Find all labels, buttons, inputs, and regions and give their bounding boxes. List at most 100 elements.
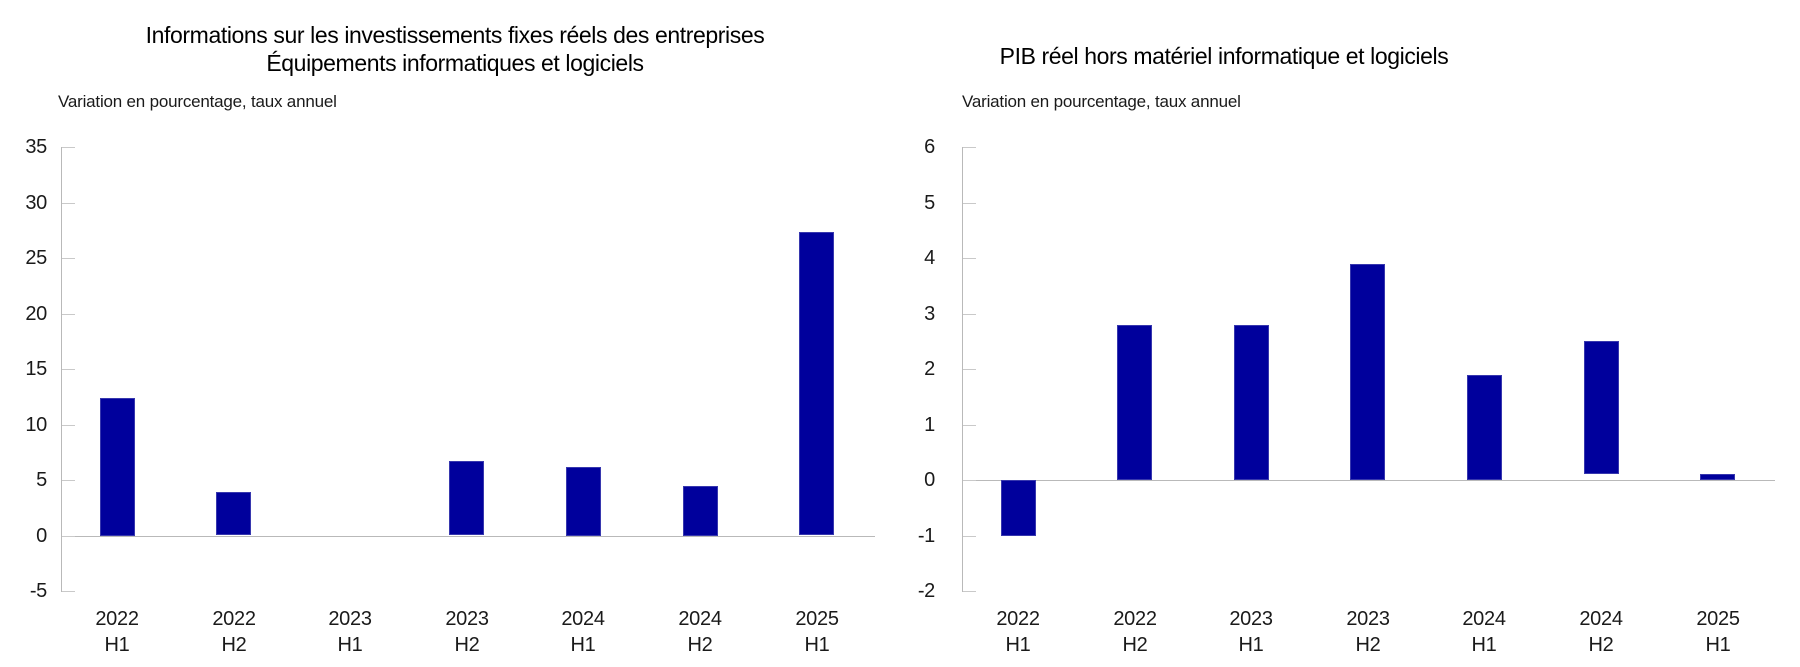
x-tick-label-year: 2022 [1113,608,1157,630]
y-tick-label: -5 [29,580,47,602]
x-tick-label-year: 2023 [1346,608,1390,630]
x-tick-label-year: 2023 [445,608,489,630]
y-tick-label: -2 [917,580,935,602]
x-tick-label: 2022 H1 [973,606,1063,658]
bar-2024-h2 [683,486,718,536]
bar-2022-h2 [1117,325,1152,480]
y-tick-label: 20 [25,303,47,325]
y-tick-mark [62,369,75,370]
x-tick-label: 2022 H2 [189,606,279,658]
x-tick-label: 2025 H1 [1673,606,1763,658]
y-tick-label: 0 [924,469,935,491]
y-tick-mark [963,314,976,315]
bar-2022-h2 [216,492,251,535]
y-tick-label: 0 [36,525,47,547]
x-tick-label-half: H1 [337,634,363,656]
y-axis-unit-label: Variation en pourcentage, taux annuel [58,92,337,111]
y-tick-mark [963,425,976,426]
x-tick-label-year: 2024 [678,608,722,630]
y-axis-line [61,147,62,592]
x-tick-label: 2024 H2 [655,606,745,658]
x-tick-label-half: H1 [804,634,830,656]
x-tick-label-year: 2025 [1696,608,1740,630]
y-tick-label: 35 [25,136,47,158]
x-tick-label-half: H2 [221,634,247,656]
bar-2024-h1 [566,467,601,536]
y-tick-mark [963,480,976,481]
y-tick-mark [62,591,75,592]
x-tick-label: 2023 H2 [422,606,512,658]
x-tick-label-half: H2 [1355,634,1381,656]
x-tick-label-half: H1 [104,634,130,656]
bar-2025-h1 [799,232,834,535]
x-tick-label-year: 2022 [212,608,256,630]
bar-2025-h1 [1700,474,1735,480]
x-tick-label-year: 2024 [561,608,605,630]
y-tick-mark [963,369,976,370]
x-tick-label-half: H2 [454,634,480,656]
x-tick-label: 2023 H1 [1206,606,1296,658]
y-tick-mark [963,536,976,537]
chart-title-line-1: Informations sur les investissements fix… [145,22,765,48]
x-tick-label: 2024 H2 [1556,606,1646,658]
x-tick-label-half: H2 [1588,634,1614,656]
bar-2023-h2 [1350,264,1385,480]
y-tick-mark [62,147,75,148]
y-tick-label: 4 [924,247,935,269]
x-tick-label: 2024 H1 [538,606,628,658]
x-tick-label-half: H1 [570,634,596,656]
y-tick-label: 10 [25,414,47,436]
bar-2023-h1 [1234,325,1269,480]
y-tick-label: -1 [917,525,935,547]
x-tick-label: 2022 H1 [72,606,162,658]
chart-title: Informations sur les investissements fix… [55,21,855,77]
y-tick-mark [963,147,976,148]
x-tick-label-year: 2023 [328,608,372,630]
y-tick-label: 1 [924,414,935,436]
chart-title: PIB réel hors matériel informatique et l… [824,42,1624,70]
x-tick-label: 2024 H1 [1439,606,1529,658]
x-tick-label-half: H1 [1471,634,1497,656]
x-tick-label-half: H2 [687,634,713,656]
bar-2024-h2 [1584,341,1619,474]
bar-2024-h1 [1467,375,1502,480]
zero-baseline [61,536,875,537]
y-tick-label: 6 [924,136,935,158]
y-tick-label: 30 [25,192,47,214]
x-tick-label-year: 2022 [95,608,139,630]
x-tick-label-year: 2024 [1579,608,1623,630]
x-tick-label-year: 2023 [1229,608,1273,630]
y-tick-mark [62,480,75,481]
y-tick-label: 2 [924,358,935,380]
y-tick-label: 25 [25,247,47,269]
y-tick-mark [62,536,75,537]
y-tick-label: 5 [36,469,47,491]
y-tick-mark [963,258,976,259]
y-tick-mark [62,425,75,426]
y-axis-line [962,147,963,592]
x-tick-label-year: 2022 [996,608,1040,630]
y-tick-label: 5 [924,192,935,214]
x-tick-label-year: 2024 [1462,608,1506,630]
x-tick-label: 2022 H2 [1090,606,1180,658]
y-tick-label: 3 [924,303,935,325]
chart-title-line-2: Équipements informatiques et logiciels [266,50,644,76]
x-tick-label: 2023 H2 [1323,606,1413,658]
x-tick-label-half: H1 [1005,634,1031,656]
bar-2022-h1 [100,398,135,536]
x-tick-label: 2025 H1 [772,606,862,658]
zero-baseline [962,480,1775,481]
y-axis-unit-label: Variation en pourcentage, taux annuel [962,92,1241,111]
y-tick-mark [963,203,976,204]
y-tick-mark [62,203,75,204]
x-tick-label-half: H1 [1705,634,1731,656]
chart-title-line-1: PIB réel hors matériel informatique et l… [999,43,1449,69]
y-tick-mark [62,258,75,259]
y-tick-mark [963,591,976,592]
x-tick-label: 2023 H1 [305,606,395,658]
bar-2023-h2 [449,461,484,535]
y-tick-mark [62,314,75,315]
bar-2022-h1 [1001,480,1036,536]
x-tick-label-half: H1 [1238,634,1264,656]
